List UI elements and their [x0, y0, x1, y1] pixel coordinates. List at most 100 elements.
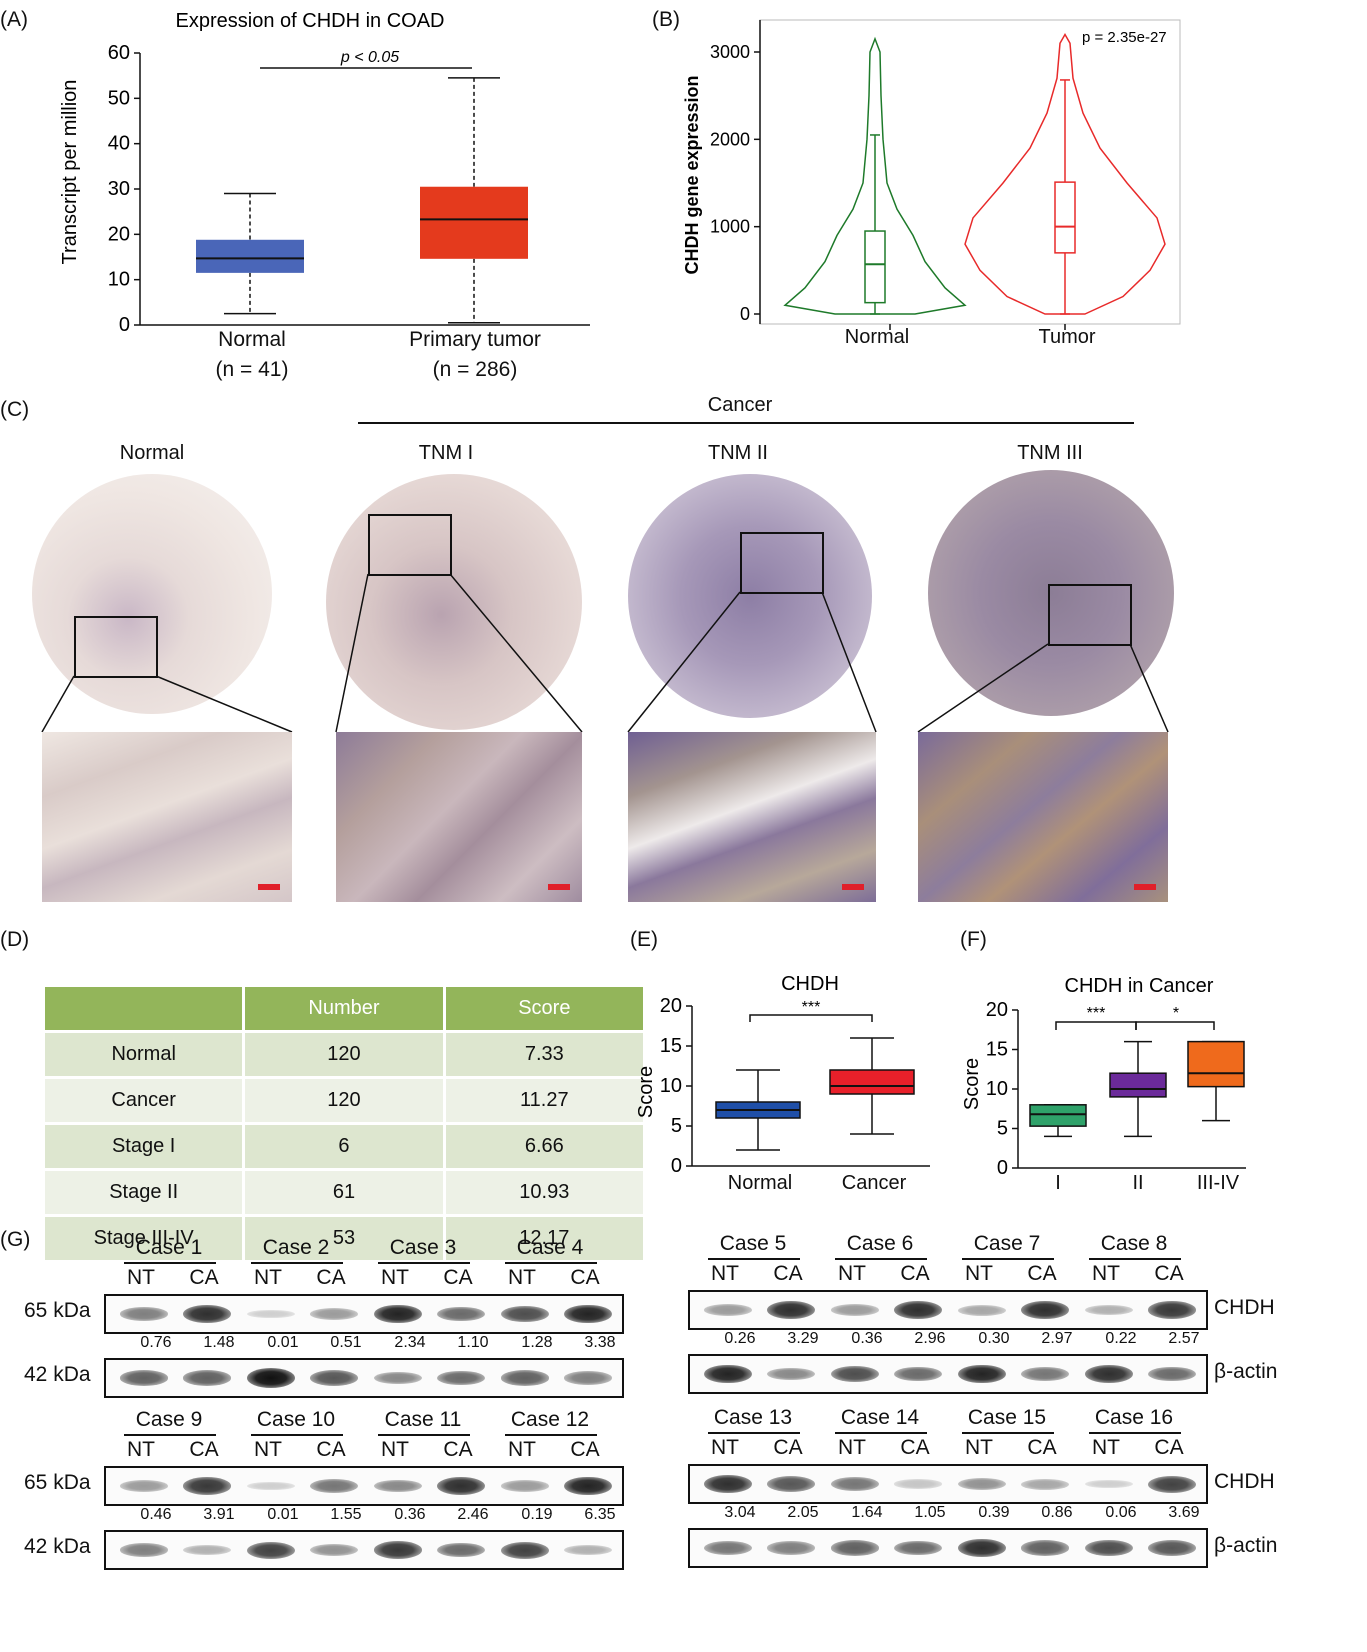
panel-label-g: (G) [0, 1228, 31, 1251]
chart-b-tick-label: 3000 [710, 42, 750, 62]
panel-label-d: (D) [0, 928, 30, 951]
blot-band [704, 1364, 752, 1384]
table-header-row: Number Score [41, 984, 647, 1033]
case-label: Case 3 [389, 1236, 457, 1259]
chart-b-marks [783, 33, 1166, 315]
lane-label: CA [570, 1438, 600, 1461]
zoom-box-tnm3 [1048, 584, 1132, 646]
case-underline [1089, 1258, 1181, 1260]
band-ratio: 3.29 [787, 1330, 819, 1347]
tissue-zoom-normal [42, 732, 292, 902]
blot-band [1021, 1300, 1069, 1320]
blot-band [767, 1541, 815, 1555]
lane-label: NT [381, 1266, 409, 1289]
tissue-core-tnm2 [628, 474, 872, 718]
lane-label: NT [711, 1436, 739, 1459]
chart-f-tick-label: 15 [986, 1039, 1008, 1061]
case-underline [505, 1262, 597, 1264]
blot-chdh [104, 1294, 624, 1334]
band-ratio: 0.39 [978, 1504, 1010, 1521]
band-ratio: 0.22 [1105, 1330, 1137, 1347]
blot-band [183, 1304, 231, 1324]
case-underline [251, 1262, 343, 1264]
chart-b-tick-label: 2000 [710, 129, 750, 149]
chart-e: CHDH Score 0 5 10 15 20 *** [635, 973, 930, 1177]
blot-band [374, 1371, 422, 1385]
chart-e-tick-label: 5 [671, 1115, 682, 1137]
blot-band [831, 1365, 879, 1383]
table-cell: 61 [242, 1168, 446, 1217]
blot-band [437, 1370, 485, 1386]
lane-label: CA [1027, 1262, 1057, 1285]
chart-a-cat-normal: Normal [218, 328, 286, 351]
blot-band [894, 1479, 942, 1489]
chart-f-sig-2: * [1173, 1005, 1179, 1022]
lane-label: CA [443, 1438, 473, 1461]
chart-e-tick-label: 20 [660, 995, 682, 1017]
chart-f-box-2-box [1187, 1040, 1245, 1088]
band-ratio: 2.46 [457, 1506, 489, 1523]
scale-bar-normal [258, 884, 280, 890]
chart-b-violin-tumor [964, 33, 1166, 315]
band-ratio: 2.97 [1041, 1330, 1073, 1347]
c-cancer-label: Cancer [707, 394, 773, 416]
chart-a-tick-label: 30 [108, 178, 130, 200]
blot-band [564, 1476, 612, 1496]
chart-f-box-0-box [1029, 1104, 1087, 1127]
blot-band [894, 1540, 942, 1556]
case-underline [962, 1258, 1054, 1260]
chart-b-violin-normal [783, 36, 967, 315]
blot-band [120, 1307, 168, 1321]
protein-label: β-actin [1214, 1534, 1278, 1557]
chart-e-cat-normal: Normal [727, 1172, 793, 1194]
tissue-zoom-tnm1 [336, 732, 582, 902]
chart-a-n-normal: (n = 41) [215, 358, 289, 381]
band-ratio: 3.69 [1168, 1504, 1200, 1521]
band-ratio: 0.36 [851, 1330, 883, 1347]
blot-band [437, 1306, 485, 1322]
chart-e-marks [715, 1037, 915, 1151]
chart-b-cat-normal: Normal [844, 326, 910, 348]
table-cell: Stage I [41, 1122, 246, 1171]
lane-label: NT [838, 1262, 866, 1285]
band-ratio: 3.38 [584, 1334, 616, 1351]
case-label: Case 4 [516, 1236, 584, 1259]
chart-e-sig-bracket [749, 1014, 873, 1022]
band-ratio: 1.55 [330, 1506, 362, 1523]
table-header-cell: Score [442, 984, 647, 1033]
panel-label-c: (C) [0, 398, 30, 421]
table-header-cell: Number [242, 984, 446, 1033]
lane-label: NT [838, 1436, 866, 1459]
blot-band [1148, 1475, 1196, 1493]
chart-a-tumor-box [420, 186, 528, 259]
blot-actin [104, 1358, 624, 1398]
blot-band [958, 1538, 1006, 1558]
band-ratio: 1.28 [521, 1334, 553, 1351]
panel-label-e: (E) [630, 928, 658, 951]
chart-f-tick-label: 0 [997, 1157, 1008, 1179]
tissue-zoom-tnm2 [628, 732, 876, 902]
case-underline [835, 1258, 927, 1260]
chart-b-cat-tumor: Tumor [1038, 326, 1096, 348]
chart-a-ylabel: Transcript per million [59, 80, 81, 265]
blot-band [374, 1541, 422, 1559]
lane-label: CA [570, 1266, 600, 1289]
case-label: Case 11 [384, 1408, 462, 1431]
chart-f-title: CHDH in Cancer [1065, 975, 1214, 997]
lane-label: NT [381, 1438, 409, 1461]
blot-chdh [688, 1464, 1208, 1504]
c-col-tnm3: TNM III [1017, 442, 1083, 464]
chart-f-cat-i: I [1055, 1172, 1061, 1194]
protein-label: CHDH [1214, 1470, 1275, 1493]
chart-a-tick-label: 60 [108, 42, 130, 64]
blot-actin [104, 1530, 624, 1570]
blot-band [1021, 1478, 1069, 1490]
chart-e-sig: *** [802, 999, 821, 1016]
blot-band [564, 1544, 612, 1556]
blot-actin [688, 1354, 1208, 1394]
protein-label: β-actin [1214, 1360, 1278, 1383]
case-underline [708, 1432, 800, 1434]
blot-band [1148, 1366, 1196, 1382]
band-ratio: 1.48 [203, 1334, 235, 1351]
lane-label: CA [316, 1438, 346, 1461]
